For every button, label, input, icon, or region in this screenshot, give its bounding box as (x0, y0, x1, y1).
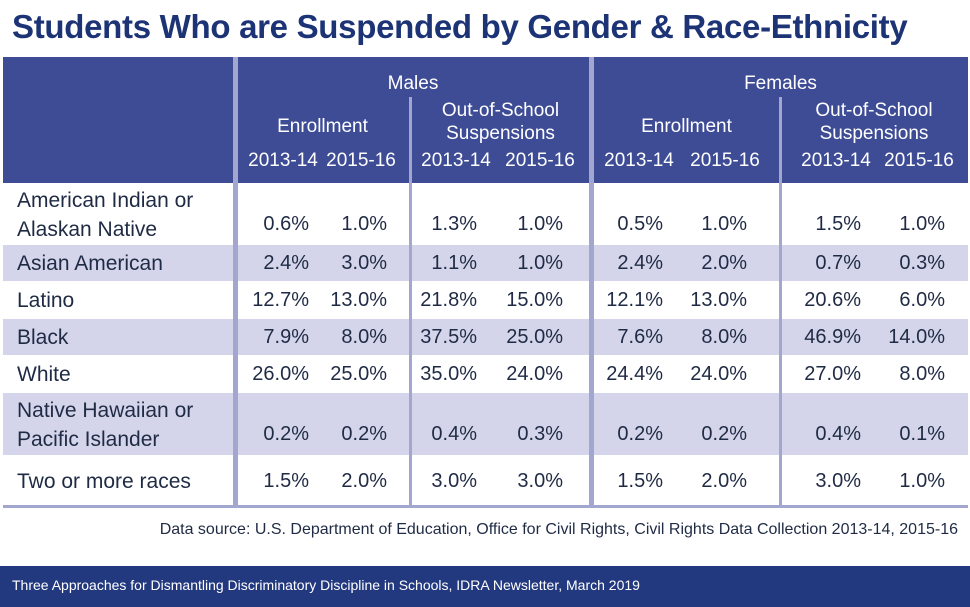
value-cell: 24.0% (506, 363, 563, 385)
row-label: White (17, 362, 71, 386)
table-row: Two or more races 1.5% 2.0% 3.0% 3.0% 1.5% 2.0… (3, 455, 968, 507)
value-cell: 1.0% (899, 470, 945, 492)
value-cell: 0.6% (263, 213, 309, 235)
value-cell: 1.0% (517, 213, 563, 235)
column-divider (779, 97, 782, 507)
group-header-males: Males (387, 73, 439, 94)
table-row: Black 7.9% 8.0% 37.5% 25.0% 7.6% 8.0% 46.9% 14.0… (3, 319, 968, 355)
value-cell: 0.4% (431, 423, 477, 445)
value-cell: 1.0% (701, 213, 747, 235)
value-cell: 13.0% (330, 289, 387, 311)
value-cell: 21.8% (420, 289, 477, 311)
column-divider (589, 57, 594, 507)
value-cell: 1.5% (815, 213, 861, 235)
subgroup-header-females-suspensions-line2: Suspensions (819, 123, 929, 144)
value-cell: 46.9% (804, 326, 861, 348)
chart-title: Students Who are Suspended by Gender & R… (12, 8, 908, 45)
value-cell: 1.5% (263, 470, 309, 492)
year-header: 2015-16 (505, 150, 575, 171)
value-cell: 8.0% (341, 326, 387, 348)
value-cell: 0.2% (617, 423, 663, 445)
row-label: American Indian or (17, 189, 194, 212)
year-header: 2013-14 (248, 150, 318, 171)
value-cell: 0.3% (517, 423, 563, 445)
table-row: Latino 12.7% 13.0% 21.8% 15.0% 12.1% 13.0% 20.6… (3, 281, 968, 319)
subgroup-header-females-enrollment: Enrollment (641, 116, 732, 137)
year-header: 2015-16 (326, 150, 396, 171)
value-cell: 37.5% (420, 326, 477, 348)
value-cell: 0.1% (899, 423, 945, 445)
value-cell: 2.0% (341, 470, 387, 492)
value-cell: 1.0% (517, 252, 563, 274)
value-cell: 0.5% (617, 213, 663, 235)
value-cell: 6.0% (899, 289, 945, 311)
year-header: 2015-16 (884, 150, 954, 171)
column-divider (233, 57, 238, 507)
table-bottom-rule (3, 505, 968, 508)
value-cell: 1.0% (341, 213, 387, 235)
table-row: American Indian or Alaskan Native 0.6% 1.0%… (3, 183, 968, 245)
table-row: White 26.0% 25.0% 35.0% 24.0% 24.4% 24.0% 27.0%… (3, 355, 968, 393)
value-cell: 0.3% (899, 252, 945, 274)
subgroup-header-males-suspensions-line2: Suspensions (446, 123, 555, 144)
value-cell: 0.2% (341, 423, 387, 445)
value-cell: 3.0% (815, 470, 861, 492)
value-cell: 3.0% (431, 470, 477, 492)
value-cell: 1.0% (899, 213, 945, 235)
value-cell: 3.0% (341, 252, 387, 274)
row-label: Black (17, 325, 69, 349)
value-cell: 25.0% (506, 326, 563, 348)
value-cell: 12.7% (252, 289, 309, 311)
row-label: Latino (17, 288, 75, 312)
subgroup-header-males-enrollment: Enrollment (277, 116, 368, 137)
value-cell: 1.1% (431, 252, 477, 274)
value-cell: 12.1% (606, 289, 663, 311)
value-cell: 2.4% (617, 252, 663, 274)
table-header: Males Females Enrollment Out-of-School S… (3, 57, 968, 183)
value-cell: 8.0% (701, 326, 747, 348)
footer-bar: Three Approaches for Dismantling Discrim… (0, 566, 970, 607)
value-cell: 14.0% (888, 326, 945, 348)
value-cell: 26.0% (252, 363, 309, 385)
row-label: Asian American (17, 251, 163, 275)
value-cell: 20.6% (804, 289, 861, 311)
value-cell: 1.3% (431, 213, 477, 235)
value-cell: 15.0% (506, 289, 563, 311)
year-header: 2015-16 (690, 150, 760, 171)
value-cell: 24.0% (690, 363, 747, 385)
value-cell: 0.2% (263, 423, 309, 445)
row-label: Alaskan Native (17, 218, 158, 241)
value-cell: 2.0% (701, 252, 747, 274)
year-header: 2013-14 (801, 150, 871, 171)
value-cell: 2.0% (701, 470, 747, 492)
value-cell: 3.0% (517, 470, 563, 492)
value-cell: 2.4% (263, 252, 309, 274)
value-cell: 7.9% (263, 326, 309, 348)
row-label: Pacific Islander (17, 428, 160, 451)
table-row: Native Hawaiian or Pacific Islander 0.2% 0.… (3, 393, 968, 455)
row-label: Native Hawaiian or (17, 399, 194, 422)
value-cell: 0.4% (815, 423, 861, 445)
footer-citation: Three Approaches for Dismantling Discrim… (12, 577, 640, 593)
column-divider (409, 97, 412, 507)
value-cell: 0.7% (815, 252, 861, 274)
row-label: Two or more races (17, 469, 191, 493)
group-header-females: Females (744, 73, 817, 94)
value-cell: 7.6% (617, 326, 663, 348)
value-cell: 1.5% (617, 470, 663, 492)
value-cell: 13.0% (690, 289, 747, 311)
year-header: 2013-14 (421, 150, 491, 171)
data-source-note: Data source: U.S. Department of Educatio… (159, 521, 958, 538)
value-cell: 27.0% (804, 363, 861, 385)
value-cell: 35.0% (420, 363, 477, 385)
subgroup-header-males-suspensions-line1: Out-of-School (441, 100, 560, 121)
year-header: 2013-14 (604, 150, 674, 171)
value-cell: 25.0% (330, 363, 387, 385)
suspension-table: Males Females Enrollment Out-of-School S… (3, 57, 968, 507)
value-cell: 24.4% (606, 363, 663, 385)
subgroup-header-females-suspensions-line1: Out-of-School (815, 100, 933, 121)
value-cell: 8.0% (899, 363, 945, 385)
table-row: Asian American 2.4% 3.0% 1.1% 1.0% 2.4% 2.0% 0.… (3, 245, 968, 281)
value-cell: 0.2% (701, 423, 747, 445)
